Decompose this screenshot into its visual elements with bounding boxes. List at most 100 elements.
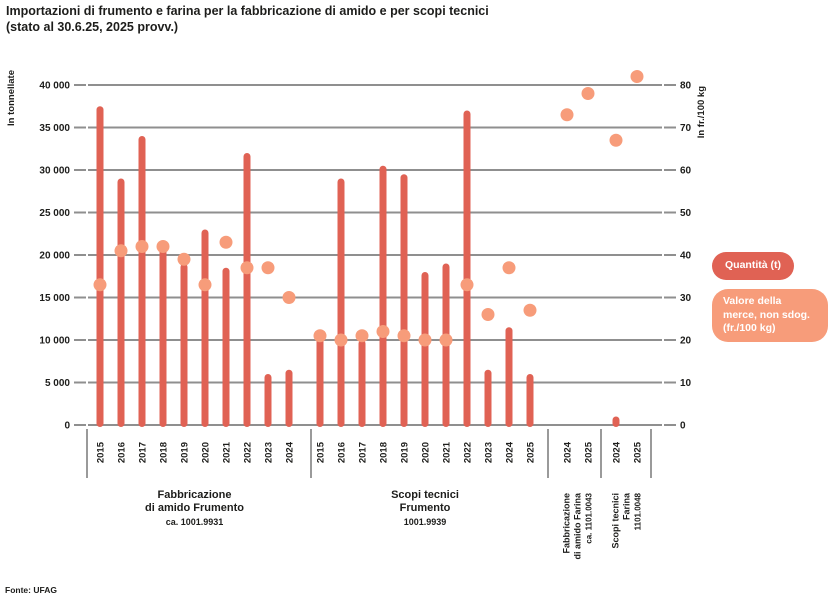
year-label: 2018 bbox=[379, 442, 390, 463]
quantity-bar bbox=[400, 174, 408, 427]
value-dot bbox=[481, 308, 495, 321]
group-label: Farina bbox=[622, 492, 632, 520]
quantity-bar bbox=[379, 165, 387, 427]
value-dot bbox=[135, 240, 149, 253]
legend-value-label: Valore della merce, non sdog. (fr./100 k… bbox=[723, 295, 810, 335]
group-label: Frumento bbox=[400, 502, 451, 514]
left-tick-label: 15 000 bbox=[39, 293, 70, 304]
quantity-bar bbox=[526, 374, 534, 427]
quantity-bar bbox=[96, 106, 104, 427]
year-label: 2023 bbox=[264, 442, 275, 463]
group-label: Scopi tecnici bbox=[391, 489, 459, 501]
value-dot bbox=[282, 291, 296, 304]
left-tick-label: 30 000 bbox=[39, 166, 70, 177]
year-label: 2021 bbox=[442, 441, 453, 463]
group-tariff-label: ca. 1101.0043 bbox=[585, 492, 594, 543]
year-label: 2023 bbox=[484, 442, 495, 463]
value-dot bbox=[523, 303, 537, 317]
value-dot bbox=[240, 261, 254, 275]
group-tariff-label: ca. 1001.9931 bbox=[166, 517, 224, 527]
value-dot bbox=[93, 278, 107, 292]
value-dot bbox=[460, 278, 474, 292]
quantity-bar bbox=[484, 369, 492, 427]
year-label: 2024 bbox=[563, 441, 574, 463]
year-label: 2019 bbox=[180, 442, 191, 463]
right-axis-title: In fr./100 kg bbox=[696, 86, 707, 138]
value-dot bbox=[376, 325, 390, 338]
quantity-bar bbox=[180, 263, 188, 427]
value-dot bbox=[439, 333, 453, 347]
value-dot bbox=[114, 244, 128, 258]
group-label: di amido Farina bbox=[573, 492, 583, 560]
value-dot bbox=[355, 329, 369, 343]
value-dot bbox=[198, 278, 212, 292]
quantity-bar bbox=[612, 416, 620, 427]
year-label: 2015 bbox=[316, 441, 327, 463]
value-dot bbox=[609, 133, 623, 147]
year-label: 2022 bbox=[463, 442, 474, 463]
year-label: 2016 bbox=[117, 442, 128, 463]
right-tick-label: 70 bbox=[680, 123, 692, 134]
quantity-bar bbox=[243, 153, 251, 427]
source-note: Fonte: UFAG bbox=[5, 585, 57, 595]
value-dot bbox=[397, 329, 411, 343]
quantity-bar bbox=[201, 229, 209, 427]
right-tick-label: 80 bbox=[680, 81, 692, 92]
left-tick-label: 20 000 bbox=[39, 251, 70, 262]
left-tick-label: 35 000 bbox=[39, 123, 70, 134]
year-label: 2024 bbox=[505, 441, 516, 463]
right-tick-label: 30 bbox=[680, 293, 692, 304]
value-dot bbox=[177, 252, 191, 266]
right-tick-label: 60 bbox=[680, 166, 692, 177]
right-tick-label: 20 bbox=[680, 336, 692, 347]
value-dot bbox=[418, 333, 432, 347]
year-label: 2024 bbox=[612, 441, 623, 463]
year-label: 2025 bbox=[526, 441, 537, 463]
group-label: Scopi tecnici bbox=[611, 493, 621, 549]
quantity-bar bbox=[222, 267, 230, 427]
quantity-bar bbox=[159, 246, 167, 427]
chart-subtitle: (stato al 30.6.25, 2025 provv.) bbox=[6, 20, 179, 34]
year-label: 2021 bbox=[222, 441, 233, 463]
group-label: Fabbricazione bbox=[562, 493, 572, 554]
value-dot bbox=[560, 108, 574, 122]
quantity-bar bbox=[316, 331, 324, 427]
quantity-bar bbox=[285, 369, 293, 427]
quantity-bar bbox=[421, 272, 429, 427]
year-label: 2020 bbox=[421, 442, 432, 463]
value-dot bbox=[156, 240, 170, 253]
year-label: 2018 bbox=[159, 442, 170, 463]
quantity-bar bbox=[358, 340, 366, 427]
left-tick-label: 25 000 bbox=[39, 208, 70, 219]
right-tick-label: 50 bbox=[680, 208, 692, 219]
legend-value-pill: Valore della merce, non sdog. (fr./100 k… bbox=[712, 289, 828, 342]
year-label: 2015 bbox=[96, 441, 107, 463]
year-label: 2025 bbox=[633, 441, 644, 463]
value-dot bbox=[313, 329, 327, 343]
right-tick-label: 10 bbox=[680, 378, 692, 389]
group-tariff-label: 1101.0048 bbox=[634, 492, 643, 530]
left-tick-label: 5 000 bbox=[45, 378, 70, 389]
value-dot bbox=[502, 261, 516, 275]
legend-quantity-pill: Quantità (t) bbox=[712, 252, 794, 280]
year-label: 2017 bbox=[358, 442, 369, 463]
chart-title: Importazioni di frumento e farina per la… bbox=[6, 4, 489, 18]
quantity-bar bbox=[505, 327, 513, 427]
quantity-bar bbox=[138, 136, 146, 427]
year-label: 2025 bbox=[584, 441, 595, 463]
value-dot bbox=[581, 87, 595, 100]
group-label: Fabbricazione bbox=[158, 489, 232, 501]
year-label: 2022 bbox=[243, 442, 254, 463]
left-axis-title: In tonnellate bbox=[6, 70, 17, 126]
group-tariff-label: 1001.9939 bbox=[404, 517, 447, 527]
group-label: di amido Frumento bbox=[145, 502, 244, 514]
year-label: 2017 bbox=[138, 442, 149, 463]
value-dot bbox=[261, 261, 275, 275]
value-dot bbox=[334, 333, 348, 347]
year-label: 2024 bbox=[285, 441, 296, 463]
left-tick-label: 0 bbox=[64, 421, 70, 432]
quantity-bar bbox=[337, 178, 345, 427]
right-tick-label: 40 bbox=[680, 251, 692, 262]
